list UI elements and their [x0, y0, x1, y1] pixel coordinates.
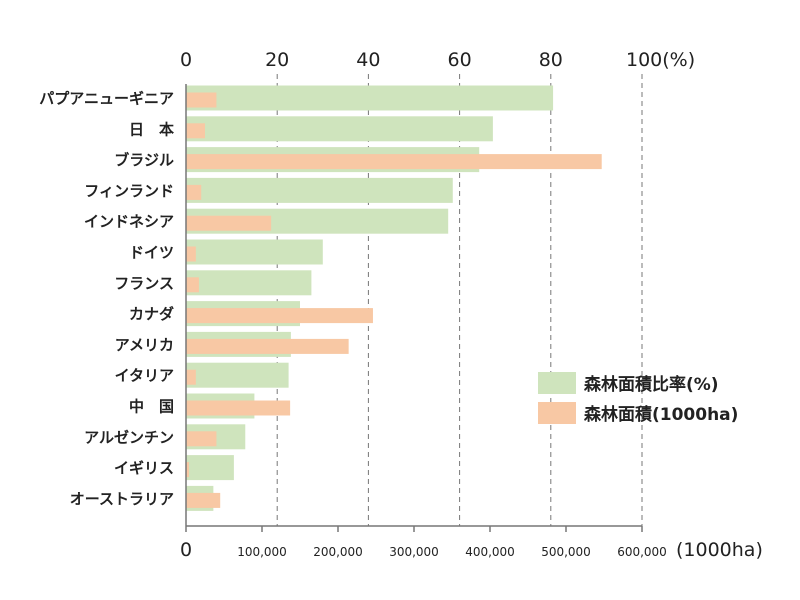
top-tick-label-1: 20 [265, 49, 289, 71]
legend-swatch-forest-area [538, 402, 576, 424]
bar-forest-area-2 [186, 154, 602, 170]
top-tick-label-0: 0 [180, 49, 192, 71]
category-label-8: アメリカ [115, 336, 174, 354]
bar-forest-area-6 [186, 277, 199, 293]
bottom-tick-label-3: 300,000 [389, 545, 439, 559]
top-axis-ticks: 0 20 40 60 80 100(%) [180, 49, 695, 71]
bottom-axis-unit: (1000ha) [676, 539, 763, 561]
category-label-12: イギリス [114, 459, 174, 477]
bottom-axis-ticks: 0 100,000 200,000 300,000 400,000 500,000 600,… [180, 539, 667, 561]
category-label-5: ドイツ [129, 244, 174, 262]
top-tick-label-4: 80 [539, 49, 563, 71]
category-label-7: カナダ [129, 305, 174, 323]
bottom-tick-label-0: 0 [180, 539, 192, 561]
top-tick-label-5: 100(%) [626, 49, 695, 71]
top-tick-label-2: 40 [356, 49, 380, 71]
bar-forest-area-11 [186, 431, 217, 447]
category-label-1: 日 本 [129, 120, 174, 138]
bar-forest-area-8 [186, 338, 349, 354]
category-label-4: インドネシア [84, 213, 174, 231]
bar-forest-area-12 [186, 462, 190, 478]
bottom-tick-label-2: 200,000 [313, 545, 363, 559]
bar-forest-area-9 [186, 369, 196, 385]
category-label-6: フランス [114, 274, 174, 292]
legend-label-forest-area: 森林面積(1000ha) [584, 404, 738, 425]
grid-lines [276, 74, 643, 526]
bar-forest-ratio-6 [186, 270, 312, 296]
bar-forest-area-4 [186, 215, 272, 231]
bottom-tick-label-6: 600,000 [617, 545, 667, 559]
category-label-0: パプアニューギニア [39, 90, 174, 108]
bars [186, 85, 602, 511]
legend-label-forest-ratio: 森林面積比率(%) [584, 374, 719, 395]
bar-forest-ratio-0 [186, 85, 554, 111]
axes [185, 84, 643, 532]
bar-forest-ratio-5 [186, 239, 323, 265]
legend-swatch-forest-ratio [538, 372, 576, 394]
category-label-2: ブラジル [114, 151, 174, 169]
legend: 森林面積比率(%) 森林面積(1000ha) [538, 372, 738, 425]
bar-forest-area-5 [186, 246, 196, 262]
category-label-11: アルゼンチン [84, 428, 174, 446]
bar-forest-area-3 [186, 184, 202, 200]
bar-forest-ratio-9 [186, 362, 289, 388]
bottom-tick-label-4: 400,000 [465, 545, 515, 559]
bar-forest-area-7 [186, 308, 373, 324]
category-label-10: 中 国 [129, 398, 174, 416]
category-label-13: オーストラリア [70, 490, 174, 508]
bar-forest-ratio-1 [186, 116, 493, 142]
bar-forest-area-1 [186, 123, 205, 139]
bar-forest-ratio-12 [186, 455, 234, 481]
bar-forest-area-0 [186, 92, 217, 108]
category-label-3: フィンランド [84, 182, 174, 200]
bar-forest-area-13 [186, 492, 221, 508]
bar-forest-ratio-3 [186, 177, 453, 203]
category-label-9: イタリア [115, 367, 174, 385]
bottom-tick-label-1: 100,000 [237, 545, 287, 559]
bottom-tick-label-5: 500,000 [541, 545, 591, 559]
top-tick-label-3: 60 [448, 49, 472, 71]
bar-forest-area-10 [186, 400, 291, 416]
